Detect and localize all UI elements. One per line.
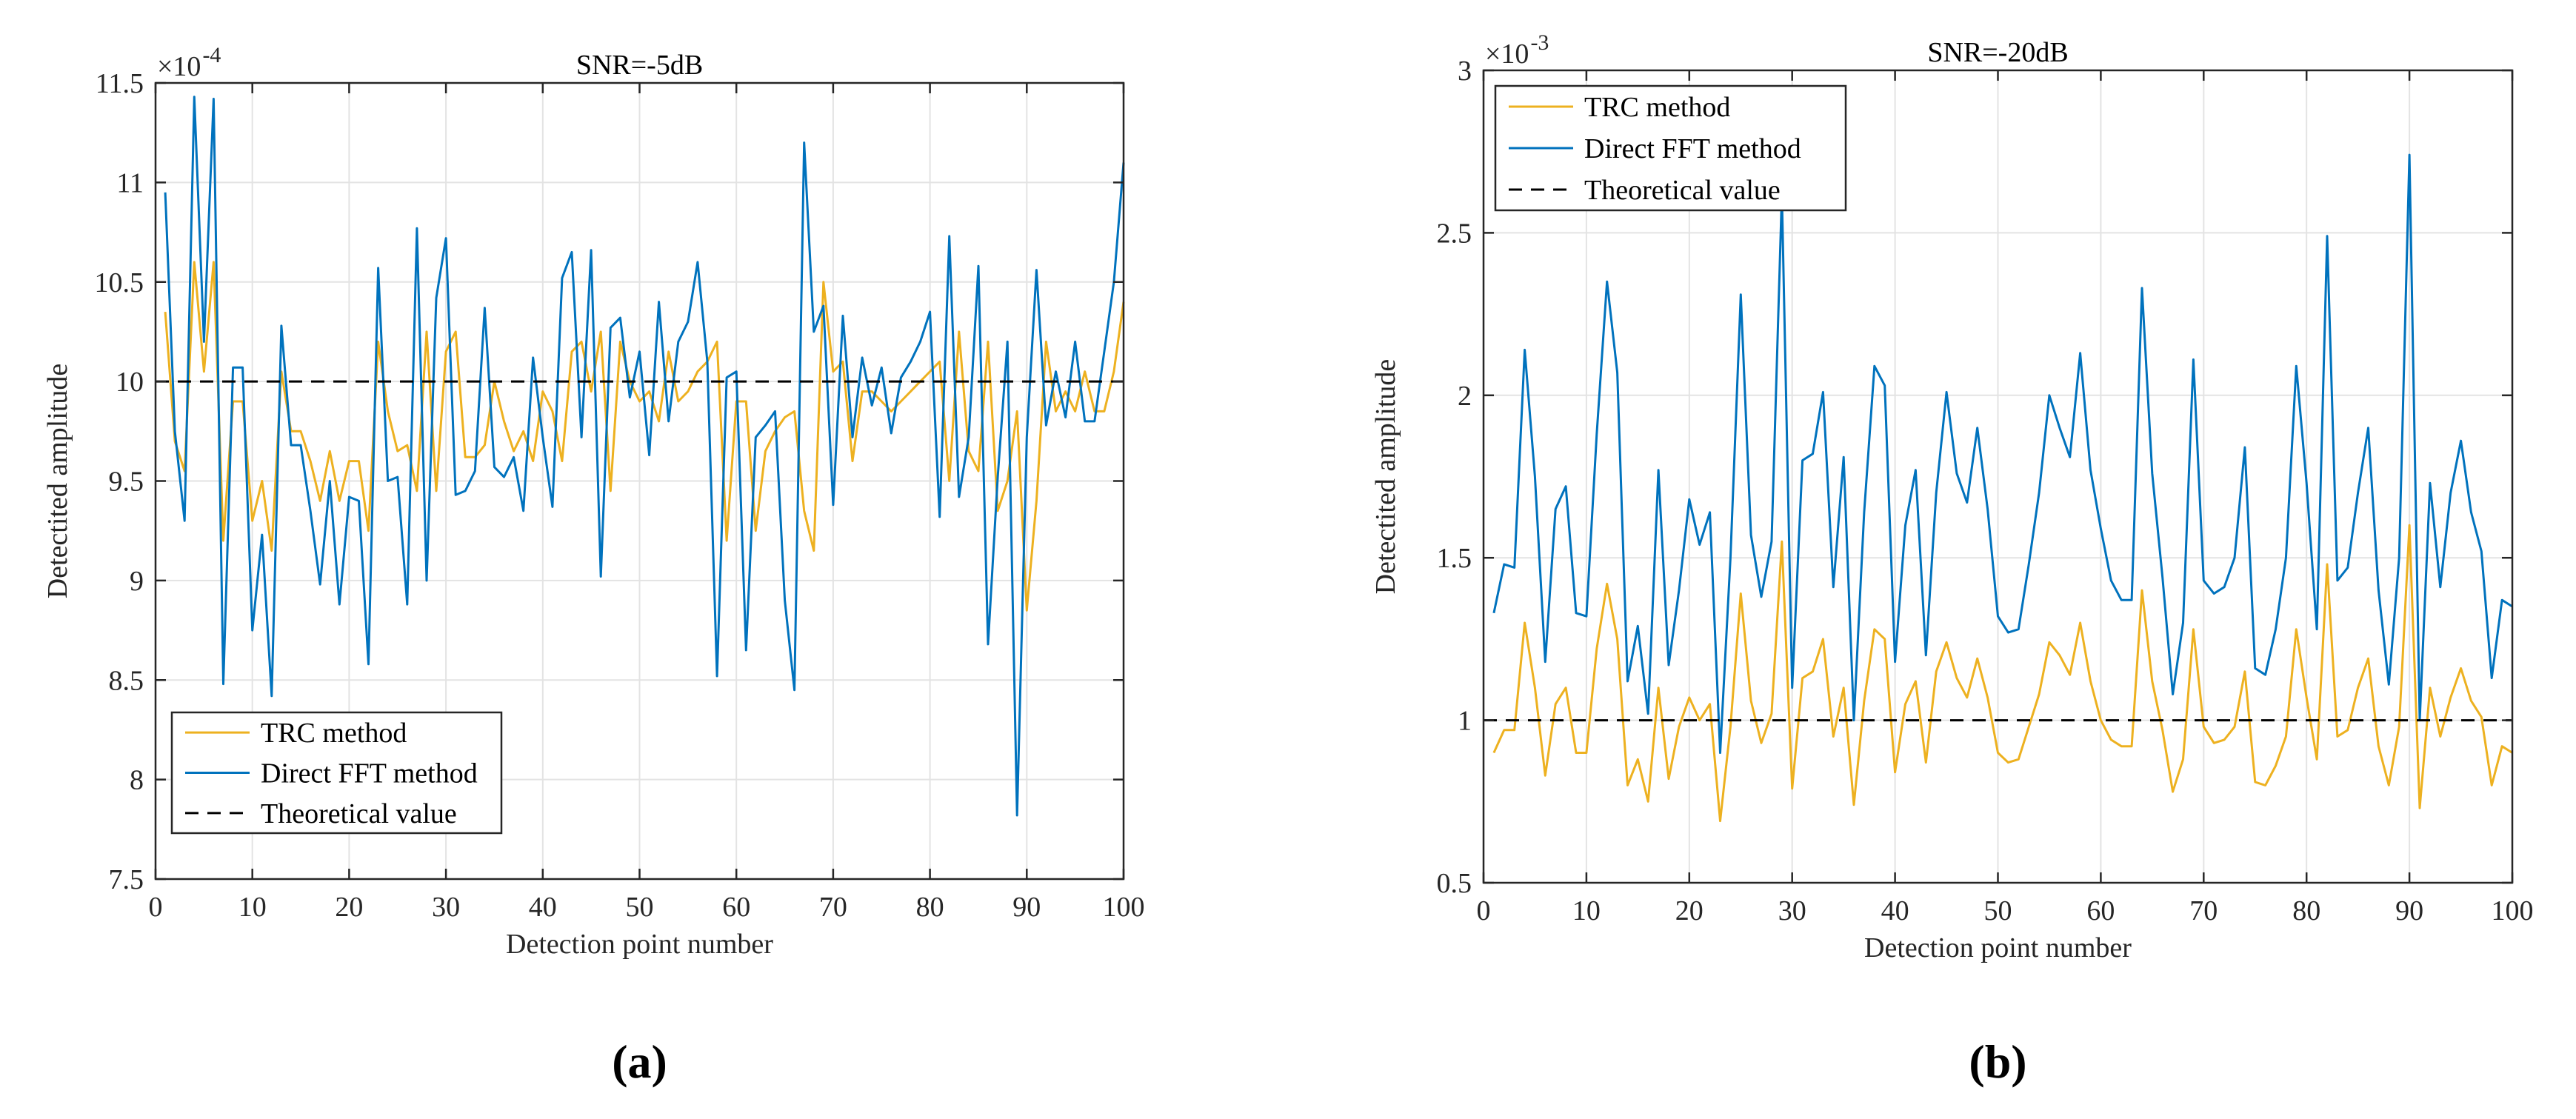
legend: TRC method Direct FFT method Theoretical v…	[170, 711, 503, 835]
scale-factor-label: ×10	[157, 51, 201, 82]
x-axis-label: Detection point number	[506, 929, 773, 960]
chart-title: SNR=-20dB	[1927, 37, 2068, 68]
legend-label-trc: TRC method	[261, 718, 407, 749]
legend: TRC method Direct FFT method Theoretical v…	[1494, 84, 1847, 212]
y-tick-label: 10	[116, 367, 144, 398]
x-tick-label: 40	[1881, 895, 1909, 926]
x-tick-label: 80	[916, 892, 944, 923]
legend-label-trc: TRC method	[1584, 92, 1730, 123]
y-axis-label: Detectited amplitude	[42, 364, 73, 599]
fft-line	[164, 96, 1125, 817]
y-tick-label: 7.5	[109, 864, 144, 895]
y-tick-label: 0.5	[1437, 868, 1472, 899]
chart-title: SNR=-5dB	[576, 50, 703, 81]
y-tick-label: 8	[130, 765, 144, 796]
x-tick-label: 90	[1012, 892, 1041, 923]
chart-panel-a: 0 10 20 30 40 50 60 70 80 90 100 7.5 8 8.5 9 9.5 10 10.5 1…	[42, 43, 1145, 1088]
x-tick-label: 20	[1675, 895, 1704, 926]
y-tick-label: 11	[116, 167, 144, 198]
panel-label: (b)	[1969, 1035, 2026, 1088]
x-tick-label: 40	[529, 892, 557, 923]
y-tick-label: 2	[1458, 381, 1472, 412]
x-tick-label: 100	[1103, 892, 1145, 923]
y-tick-label: 9	[130, 566, 144, 597]
y-tick-label: 11.5	[96, 68, 144, 99]
x-tick-label: 60	[2086, 895, 2115, 926]
x-tick-label: 90	[2395, 895, 2423, 926]
y-tick-label: 3	[1458, 56, 1472, 87]
scale-exponent: -4	[202, 43, 221, 67]
y-tick-label: 8.5	[109, 665, 144, 696]
x-tick-label: 20	[335, 892, 363, 923]
scale-exponent: -3	[1530, 30, 1549, 55]
x-tick-label: 70	[819, 892, 847, 923]
x-tick-label: 80	[2292, 895, 2320, 926]
y-tick-label: 1	[1458, 706, 1472, 737]
legend-label-theory: Theoretical value	[261, 798, 457, 829]
x-tick-label: 10	[1572, 895, 1601, 926]
x-tick-label: 10	[238, 892, 267, 923]
y-tick-label: 1.5	[1437, 543, 1472, 574]
x-tick-label: 0	[1477, 895, 1491, 926]
legend-label-fft: Direct FFT method	[261, 758, 478, 789]
x-tick-label: 60	[722, 892, 750, 923]
legend-label-fft: Direct FFT method	[1584, 133, 1801, 164]
x-tick-label: 0	[149, 892, 163, 923]
x-axis-label: Detection point number	[1864, 932, 2132, 963]
x-tick-label: 100	[2492, 895, 2534, 926]
x-tick-label: 70	[2189, 895, 2218, 926]
trc-line	[1492, 524, 2513, 823]
x-tick-label: 50	[1984, 895, 2012, 926]
x-tick-label: 30	[432, 892, 460, 923]
x-tick-label: 50	[626, 892, 654, 923]
x-tick-label: 30	[1778, 895, 1806, 926]
fft-line	[1492, 153, 2513, 754]
scale-factor-label: ×10	[1485, 39, 1529, 70]
y-tick-label: 9.5	[109, 467, 144, 498]
legend-label-theory: Theoretical value	[1584, 175, 1781, 206]
y-tick-label: 2.5	[1437, 218, 1472, 249]
panel-label: (a)	[612, 1035, 667, 1088]
y-tick-label: 10.5	[95, 267, 144, 298]
chart-panel-b: 0 10 20 30 40 50 60 70 80 90 100 0.5 1 1.5 2 2.5 3 ×10 -3 S…	[1370, 30, 2534, 1088]
y-axis-label: Detectited amplitude	[1370, 359, 1401, 595]
